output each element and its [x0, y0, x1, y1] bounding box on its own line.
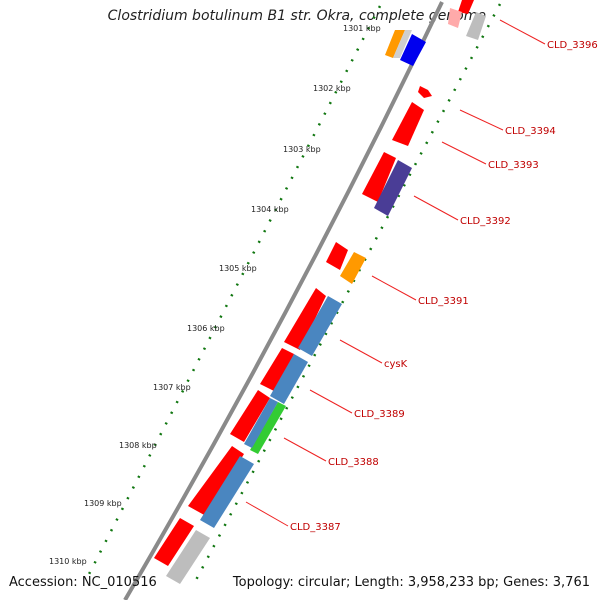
gene-red-top [458, 0, 474, 14]
tick-label: 1309 kbp [84, 499, 122, 508]
gene-blue-top [400, 34, 426, 66]
gene-red-1308b [188, 446, 244, 516]
genome-backbone [123, 1, 444, 600]
gene-label: CLD_3391 [418, 296, 469, 307]
gene-blue-cysk [298, 296, 342, 356]
gene-label: cysK [384, 359, 408, 370]
gene-red-1307 [260, 348, 294, 392]
accession-text: Accession: NC_010516 [9, 575, 157, 590]
tick-label: 1304 kbp [251, 205, 289, 214]
gene-orange-3391 [340, 252, 366, 284]
gene-blue-3388 [244, 398, 278, 448]
gene-small-red [418, 86, 432, 98]
cds-track [154, 102, 424, 566]
gene-cld3394-red [392, 102, 424, 146]
gene-red-1303 [362, 152, 396, 202]
gene-red-1306 [284, 288, 326, 350]
gene-label: CLD_3396 [547, 40, 598, 51]
gene-blue-3387 [200, 456, 254, 528]
label-leaders [245, 19, 546, 527]
gene-green-3388 [250, 402, 286, 454]
tick-label: 1307 kbp [153, 383, 191, 392]
tick-label: 1303 kbp [283, 145, 321, 154]
gene-top-group [385, 0, 486, 98]
gene-red-1310 [154, 518, 194, 566]
gene-label: CLD_3389 [354, 409, 405, 420]
gene-label: CLD_3388 [328, 457, 379, 468]
gene-labels: CLD_3396 CLD_3394 CLD_3393 CLD_3392 CLD_… [290, 40, 598, 533]
gene-red-1308a [230, 390, 270, 442]
tick-label: 1308 kbp [119, 441, 157, 450]
gene-gray-top-right [466, 12, 486, 40]
tick-label: 1302 kbp [313, 84, 351, 93]
gene-purple-3392 [374, 160, 412, 216]
feature-track [166, 160, 412, 584]
gene-label: CLD_3387 [290, 522, 341, 533]
tick-label: 1305 kbp [219, 264, 257, 273]
gene-pink-top [448, 8, 462, 28]
gene-gray-top [393, 30, 412, 58]
tick-label: 1306 kbp [187, 324, 225, 333]
gene-blue-3389 [270, 354, 308, 404]
kbp-tick-labels: 1301 kbp 1302 kbp 1303 kbp 1304 kbp 1305… [49, 24, 381, 566]
gene-label: CLD_3393 [488, 160, 539, 171]
tick-label: 1310 kbp [49, 557, 87, 566]
gene-orange-top [385, 30, 405, 58]
gene-gray-bottom [166, 530, 210, 584]
gene-label: CLD_3392 [460, 216, 511, 227]
gene-label: CLD_3394 [505, 126, 556, 137]
gene-red-1305 [326, 242, 348, 270]
summary-text: Topology: circular; Length: 3,958,233 bp… [232, 575, 590, 590]
inner-dotted-ring [194, 3, 502, 581]
tick-label: 1301 kbp [343, 24, 381, 33]
map-title: Clostridium botulinum B1 str. Okra, comp… [107, 8, 486, 24]
